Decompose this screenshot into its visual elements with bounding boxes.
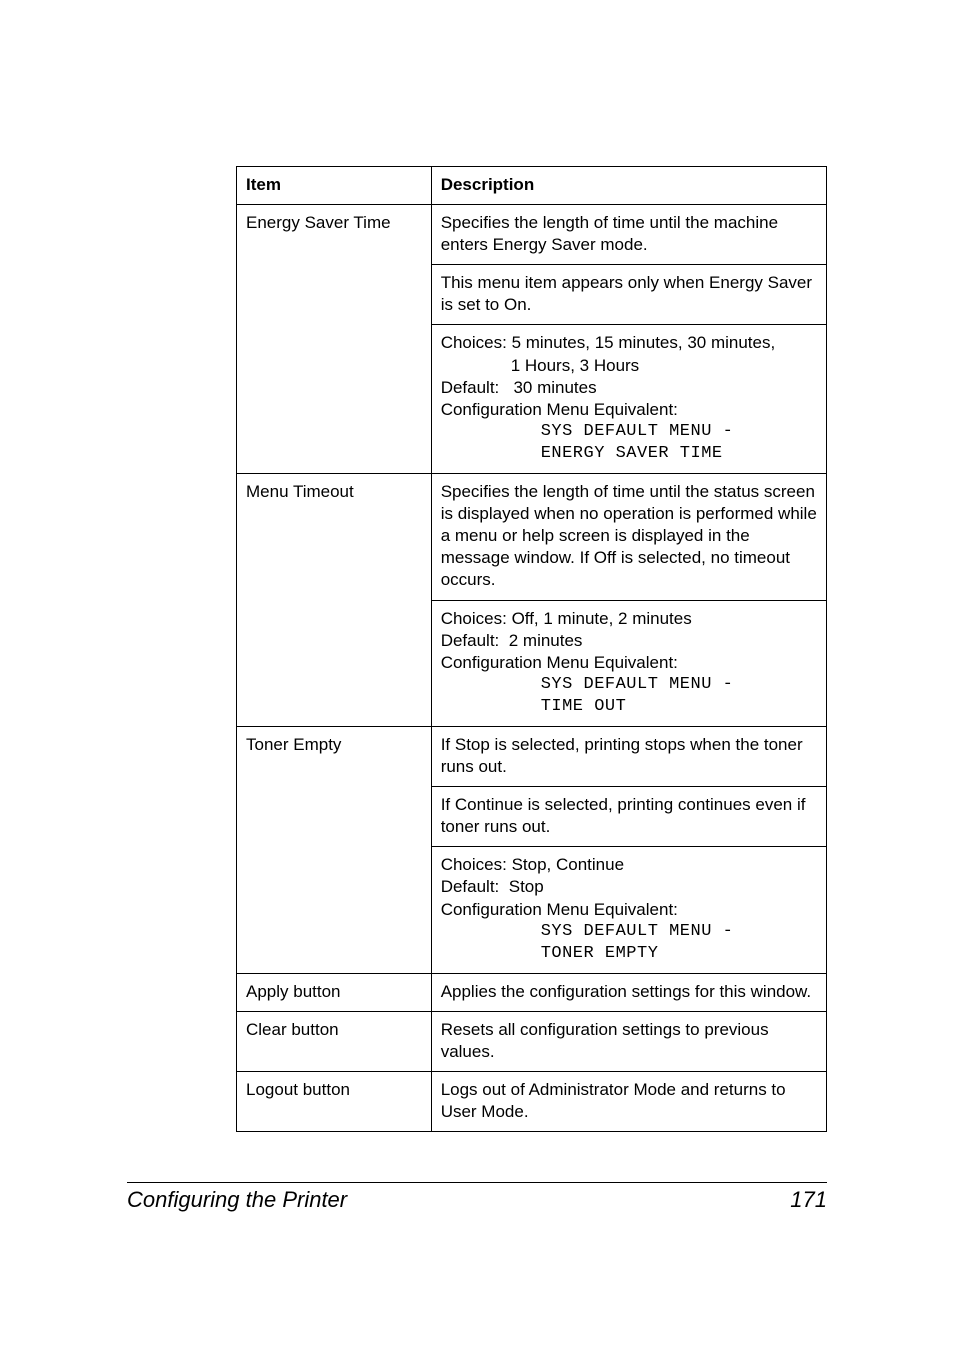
choices-label: Choices: bbox=[441, 333, 507, 352]
cfg-label: Configuration Menu Equivalent: bbox=[441, 653, 678, 672]
cell-desc: Logs out of Administrator Mode and retur… bbox=[431, 1072, 826, 1132]
config-table: Item Description Energy Saver Time Speci… bbox=[236, 166, 827, 1132]
header-description: Description bbox=[431, 167, 826, 205]
cell-item-energy-saver: Energy Saver Time bbox=[237, 205, 432, 474]
cell-desc: Applies the configuration settings for t… bbox=[431, 973, 826, 1011]
mono-path: TIME OUT bbox=[441, 696, 817, 718]
table-row: Menu Timeout Specifies the length of tim… bbox=[237, 474, 827, 600]
table-header-row: Item Description bbox=[237, 167, 827, 205]
default-label: Default: bbox=[441, 631, 500, 650]
choices-label: Choices: bbox=[441, 855, 507, 874]
page-footer: Configuring the Printer 171 bbox=[127, 1182, 827, 1213]
cfg-label: Configuration Menu Equivalent: bbox=[441, 400, 678, 419]
mono-path: ENERGY SAVER TIME bbox=[441, 443, 817, 465]
choices-text-line2: 1 Hours, 3 Hours bbox=[441, 355, 817, 377]
mono-path: SYS DEFAULT MENU - bbox=[441, 674, 817, 696]
default-value: Stop bbox=[509, 877, 544, 896]
table-row: Apply button Applies the configuration s… bbox=[237, 973, 827, 1011]
cfg-label: Configuration Menu Equivalent: bbox=[441, 900, 678, 919]
default-label: Default: bbox=[441, 378, 500, 397]
cell-desc: Specifies the length of time until the s… bbox=[431, 474, 826, 600]
page-number: 171 bbox=[790, 1187, 827, 1213]
cell-item-toner-empty: Toner Empty bbox=[237, 726, 432, 973]
cell-item-apply: Apply button bbox=[237, 973, 432, 1011]
cell-item-logout: Logout button bbox=[237, 1072, 432, 1132]
choices-label: Choices: bbox=[441, 609, 507, 628]
mono-path: SYS DEFAULT MENU - bbox=[441, 421, 817, 443]
default-value: 2 minutes bbox=[509, 631, 583, 650]
table-row: Logout button Logs out of Administrator … bbox=[237, 1072, 827, 1132]
mono-path: TONER EMPTY bbox=[441, 943, 817, 965]
choices-text: Off, 1 minute, 2 minutes bbox=[512, 609, 692, 628]
cell-desc: This menu item appears only when Energy … bbox=[431, 265, 826, 325]
table-row: Clear button Resets all configuration se… bbox=[237, 1011, 827, 1071]
cell-desc: Choices: Off, 1 minute, 2 minutes Defaul… bbox=[431, 600, 826, 726]
page: Item Description Energy Saver Time Speci… bbox=[0, 0, 954, 1351]
cell-desc: If Stop is selected, printing stops when… bbox=[431, 726, 826, 786]
mono-path: SYS DEFAULT MENU - bbox=[441, 921, 817, 943]
choices-text: Stop, Continue bbox=[512, 855, 624, 874]
cell-desc: Resets all configuration settings to pre… bbox=[431, 1011, 826, 1071]
cell-desc: Choices: 5 minutes, 15 minutes, 30 minut… bbox=[431, 325, 826, 474]
cell-desc: Specifies the length of time until the m… bbox=[431, 205, 826, 265]
cell-item-menu-timeout: Menu Timeout bbox=[237, 474, 432, 727]
default-value: 30 minutes bbox=[513, 378, 596, 397]
cell-desc: Choices: Stop, Continue Default: Stop Co… bbox=[431, 847, 826, 973]
table-row: Energy Saver Time Specifies the length o… bbox=[237, 205, 827, 265]
footer-title: Configuring the Printer bbox=[127, 1187, 347, 1213]
header-item: Item bbox=[237, 167, 432, 205]
table-row: Toner Empty If Stop is selected, printin… bbox=[237, 726, 827, 786]
default-label: Default: bbox=[441, 877, 500, 896]
cell-desc: If Continue is selected, printing contin… bbox=[431, 787, 826, 847]
cell-item-clear: Clear button bbox=[237, 1011, 432, 1071]
choices-text: 5 minutes, 15 minutes, 30 minutes, bbox=[512, 333, 776, 352]
